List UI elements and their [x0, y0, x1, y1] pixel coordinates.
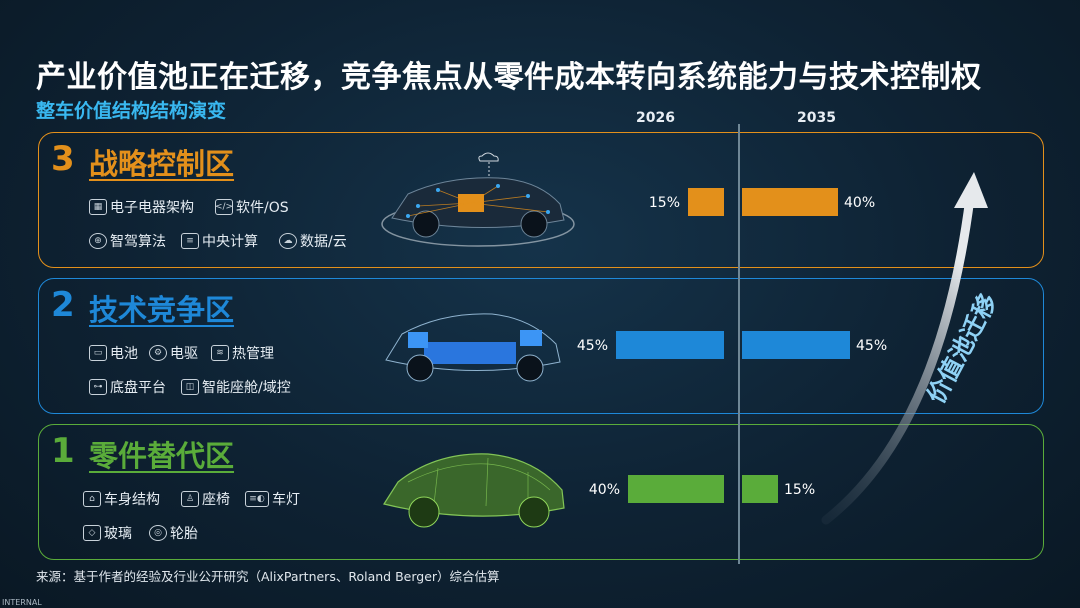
zone-item: ☁ 数据/云 — [279, 231, 347, 251]
zone-item: ◇ 玻璃 — [83, 523, 132, 543]
chip-icon: ▦ — [89, 199, 107, 215]
code-window-icon: </> — [215, 199, 233, 215]
source-note: 来源：基于作者的经验及行业公开研究（AlixPartners、Roland Be… — [36, 569, 500, 584]
item-label: 座椅 — [202, 492, 230, 508]
zone-item: ⊶ 底盘平台 — [89, 377, 166, 397]
cloud-icon: ☁ — [279, 233, 297, 249]
item-label: 数据/云 — [300, 234, 347, 250]
item-label: 电子电器架构 — [110, 200, 194, 216]
item-label: 电驱 — [170, 346, 198, 362]
item-label: 车身结构 — [104, 492, 160, 508]
zone-item: ⌂ 车身结构 — [83, 489, 160, 509]
year-divider — [738, 124, 740, 564]
page-subtitle: 整车价值结构结构演变 — [36, 100, 227, 122]
zone-item: </> 软件/OS — [215, 197, 289, 217]
value-migration-arrow — [821, 172, 988, 525]
item-label: 电池 — [110, 346, 138, 362]
zone-number: 1 — [51, 431, 75, 471]
item-label: 智能座舱/域控 — [202, 380, 291, 396]
item-label: 热管理 — [232, 346, 274, 362]
glass-icon: ◇ — [83, 525, 101, 541]
car-electronics-illustration — [381, 152, 575, 247]
zone-item: ⊕ 智驾算法 — [89, 231, 166, 251]
zone-number: 3 — [51, 139, 75, 179]
year-label-2026: 2026 — [636, 110, 675, 126]
classification-tag: INTERNAL — [2, 598, 42, 607]
zone-item: ▦ 电子电器架构 — [89, 197, 194, 217]
item-label: 玻璃 — [104, 526, 132, 542]
motor-icon: ⚙ — [149, 345, 167, 361]
zone-item: ◫ 智能座舱/域控 — [181, 377, 291, 397]
car-powertrain-illustration — [385, 313, 561, 382]
year-label-2035: 2035 — [797, 110, 836, 126]
car-body-icon: ⌂ — [83, 491, 101, 507]
item-label: 轮胎 — [170, 526, 198, 542]
zone-item: ≋ 热管理 — [211, 343, 274, 363]
zone-strategic-control: 3 战略控制区 ▦ 电子电器架构 </> 软件/OS ⊕ 智驾算法 ≡ 中央计算 ☁ 数据… — [38, 132, 1044, 268]
chassis-icon: ⊶ — [89, 379, 107, 395]
zone-parts-substitution: 1 零件替代区 ⌂ 车身结构 ♙ 座椅 ≡◐ 车灯 ◇ 玻璃 ◎ 轮胎 — [38, 424, 1044, 560]
zone-number: 2 — [51, 285, 75, 325]
item-label: 智驾算法 — [110, 234, 166, 250]
zone-item: ◎ 轮胎 — [149, 523, 198, 543]
zone-item: ≡◐ 车灯 — [245, 489, 300, 509]
zone-title: 技术竞争区 — [89, 293, 235, 327]
zone-item: ≡ 中央计算 — [181, 231, 258, 251]
zone-title: 零件替代区 — [89, 439, 235, 473]
tire-icon: ◎ — [149, 525, 167, 541]
zone-technology-competition: 2 技术竞争区 ▭ 电池 ⚙ 电驱 ≋ 热管理 ⊶ 底盘平台 ◫ 智能座舱/域控 — [38, 278, 1044, 414]
item-label: 软件/OS — [236, 200, 289, 216]
item-label: 底盘平台 — [110, 380, 166, 396]
zone-item: ▭ 电池 — [89, 343, 138, 363]
page-title: 产业价值池正在迁移，竞争焦点从零件成本转向系统能力与技术控制权 — [36, 60, 982, 95]
seat-icon: ♙ — [181, 491, 199, 507]
zone-item: ⚙ 电驱 — [149, 343, 198, 363]
headlight-icon: ≡◐ — [245, 491, 269, 507]
battery-icon: ▭ — [89, 345, 107, 361]
zone-item: ♙ 座椅 — [181, 489, 230, 509]
item-label: 车灯 — [272, 492, 300, 508]
zone-title: 战略控制区 — [89, 147, 235, 181]
cockpit-icon: ◫ — [181, 379, 199, 395]
car-body-illustration — [383, 453, 565, 528]
item-label: 中央计算 — [202, 234, 258, 250]
compute-icon: ≡ — [181, 233, 199, 249]
steering-wheel-icon: ⊕ — [89, 233, 107, 249]
heat-icon: ≋ — [211, 345, 229, 361]
